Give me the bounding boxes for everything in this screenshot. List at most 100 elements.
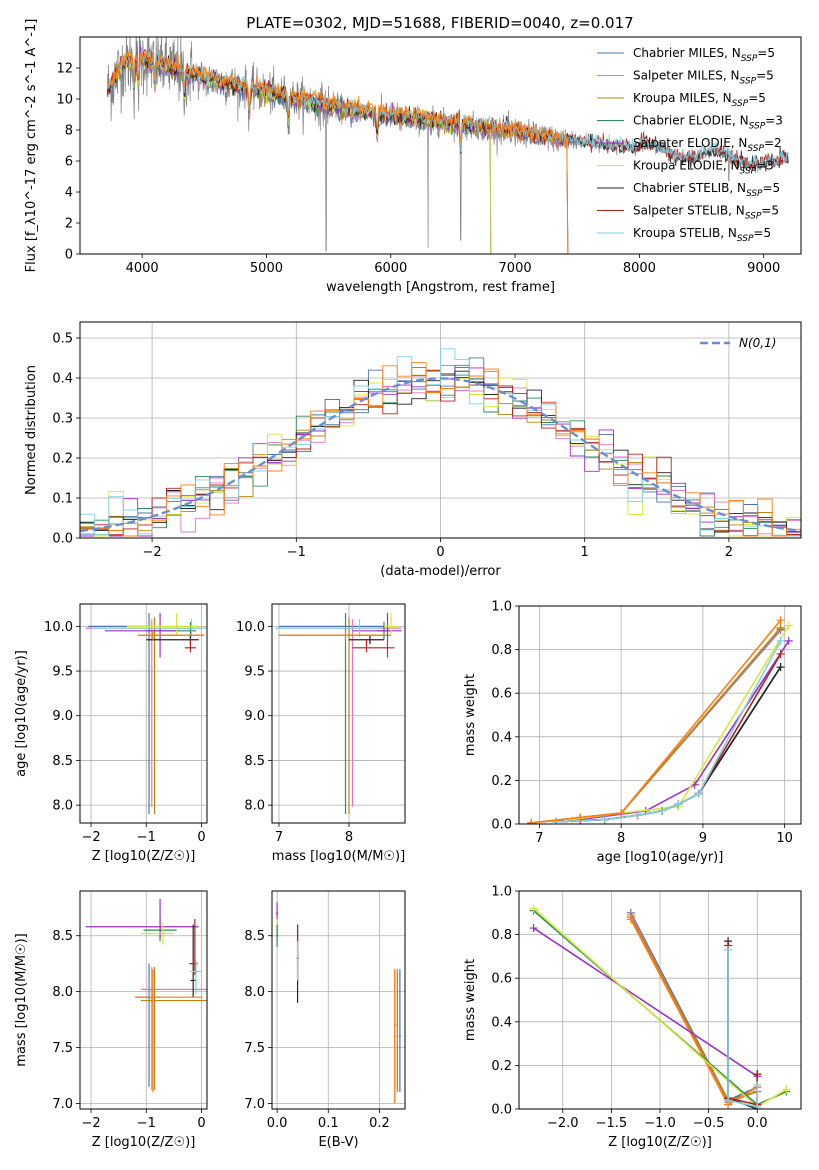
spectrum-model-orange — [106, 50, 569, 254]
panel-spectrum: 4000 5000 6000 7000 8000 9000 0 2 4 6 8 10 12 wavelen… — [24, 19, 802, 295]
age-mass-cross-salpeter_stelib — [352, 638, 395, 653]
x-tick-label: 0.1 — [318, 1116, 339, 1131]
y-axis-label: mass weight — [463, 674, 478, 756]
weight-age-point — [600, 815, 609, 824]
mass-z-cross-chabrier_miles — [135, 963, 161, 1087]
y-tick-label: 7.5 — [244, 1041, 265, 1056]
y-tick-label: 10 — [56, 93, 73, 108]
y-tick-label: 0.0 — [491, 1103, 512, 1118]
gridlines — [272, 891, 405, 1109]
weight-age-point — [551, 817, 560, 824]
x-tick-label: 7 — [535, 831, 543, 846]
x-tick-label: 10 — [776, 831, 793, 846]
weight-age-line-salpeter_elodie — [580, 640, 790, 821]
weight-age-line-chabrier_miles — [531, 629, 782, 824]
panel-mass_vs_ebv: 0.0 0.1 0.2 7.0 7.5 8.0 8.5 E(B-V) — [244, 890, 406, 1150]
y-tick-label: 0.4 — [491, 730, 512, 745]
x-tick-label: −2 — [81, 830, 100, 845]
x-tick-label: −1.5 — [596, 1116, 628, 1131]
plot-area — [85, 612, 207, 815]
normal-curve — [80, 377, 801, 533]
y-tick-label: 7.5 — [52, 1041, 73, 1056]
legend-label: Kroupa ELODIE, NSSP=3 — [633, 159, 774, 177]
age-mass-cross-kroupa_stelib — [275, 619, 381, 638]
y-tick-label: 0.4 — [491, 1015, 512, 1030]
y-tick-label: 10.0 — [236, 620, 265, 635]
plot-area — [276, 902, 401, 1104]
weight-age-line-orange — [531, 619, 782, 824]
weight-age-point — [776, 663, 785, 672]
plot-area — [529, 904, 791, 1109]
x-tick-label: 6000 — [374, 261, 407, 276]
x-tick-label: −1 — [137, 1116, 156, 1131]
weight-z-line-kroupa_miles — [630, 916, 758, 1102]
weight-age-point — [674, 800, 683, 809]
plot-area — [106, 37, 789, 254]
y-tick-label: 8.5 — [52, 754, 73, 769]
spectrum-model-chabrier_elodie — [106, 51, 492, 254]
weight-z-point — [753, 1070, 762, 1079]
legend-label: Chabrier MILES, NSSP=5 — [633, 46, 775, 64]
age-z-cross-kroupa_elodie — [126, 612, 199, 636]
x-tick-label: 8 — [345, 830, 353, 845]
legend-label-sub: SSP — [732, 99, 749, 109]
legend-entry: Kroupa MILES, NSSP=5 — [597, 91, 766, 109]
y-tick-label: 1.0 — [491, 885, 512, 900]
mass-ebv-cross-chabrier_miles — [398, 969, 401, 1093]
legend-label-suffix: =5 — [761, 204, 779, 218]
axes-frame — [518, 605, 802, 825]
legend-label: Salpeter ELODIE, NSSP=2 — [633, 136, 782, 154]
axes-frame — [271, 603, 406, 824]
panel-age_vs_Z: −2 −1 0 8.0 8.5 9.0 9.5 10.0 Z [log10(Z/Z☉)] age … — [14, 603, 208, 864]
weight-age-point — [617, 809, 626, 818]
mass-z-cross-kroupa_stelib — [190, 960, 202, 994]
x-tick-label: 8000 — [623, 261, 656, 276]
age-mass-cross-kroupa_elodie — [384, 612, 398, 636]
y-tick-label: 0.6 — [491, 972, 512, 987]
x-tick-label: 2 — [725, 545, 733, 560]
axes-overlay: 4000 5000 6000 7000 8000 9000 0 2 4 6 8 10 12 wavelen… — [24, 19, 802, 295]
plot-area — [275, 612, 402, 815]
y-tick-label: 1.0 — [491, 600, 512, 615]
axes-frame — [271, 890, 406, 1110]
y-tick-label: 8.0 — [52, 985, 73, 1000]
mass-z-cross-chabrier_stelib — [190, 924, 196, 998]
weight-z-point — [626, 915, 635, 924]
x-axis-label: wavelength [Angstrom, rest frame] — [326, 280, 555, 295]
y-tick-label: 4 — [65, 186, 73, 201]
x-tick-label: −2 — [143, 545, 162, 560]
legend-label-main: Kroupa ELODIE, N — [633, 159, 740, 173]
legend-label-sub: SSP — [740, 167, 757, 177]
y-tick-label: 0.1 — [52, 492, 73, 507]
age-mass-cross-orange — [282, 630, 388, 640]
y-tick-label: 12 — [56, 62, 73, 77]
spectrum-model-kroupa_elodie — [116, 52, 492, 254]
legend-label-suffix: =5 — [763, 181, 781, 195]
age-z-cross-salpeter_stelib — [184, 638, 196, 653]
age-z-cross-salpeter_miles — [85, 619, 202, 807]
legend-label-main: Chabrier MILES, N — [633, 46, 741, 60]
x-tick-label: 0.0 — [267, 1116, 288, 1131]
legend-entry: Chabrier MILES, NSSP=5 — [597, 46, 775, 64]
x-tick-label: −1 — [137, 830, 156, 845]
legend-label-sub: SSP — [741, 54, 758, 64]
x-axis-label: Z [log10(Z/Z☉)] — [92, 1135, 196, 1150]
legend-label: N(0,1) — [739, 336, 776, 350]
panel-age_vs_mass: 7 8 8.0 8.5 9.0 9.5 10.0 mass [log10(M/M☉)] — [236, 603, 406, 864]
legend-label-suffix: =5 — [757, 46, 775, 60]
weight-z-point — [529, 924, 538, 933]
age-z-cross-kroupa_stelib — [92, 619, 207, 638]
weight-age-point — [784, 621, 793, 630]
legend-label-main: Salpeter ELODIE, N — [633, 136, 747, 150]
weight-z-line-salpeter_stelib — [727, 945, 758, 1106]
panel-weight_vs_Z: −2.0 −1.5 −1.0 −0.5 0.0 0.0 0.2 0.4 0.6 0.8 1.0 Z [… — [463, 885, 802, 1150]
weight-age-line-kroupa_elodie — [571, 625, 790, 821]
y-tick-label: 9.5 — [244, 665, 265, 680]
axes-overlay: −2.0 −1.5 −1.0 −0.5 0.0 0.0 0.2 0.4 0.6 0.8 1.0 Z [… — [463, 885, 802, 1150]
weight-z-line-salpeter_elodie — [533, 927, 758, 1077]
y-tick-label: 0.8 — [491, 928, 512, 943]
x-axis-label: (data-model)/error — [380, 564, 501, 579]
plot-area — [85, 898, 207, 1093]
histogram-kroupa_stelib — [80, 348, 801, 537]
